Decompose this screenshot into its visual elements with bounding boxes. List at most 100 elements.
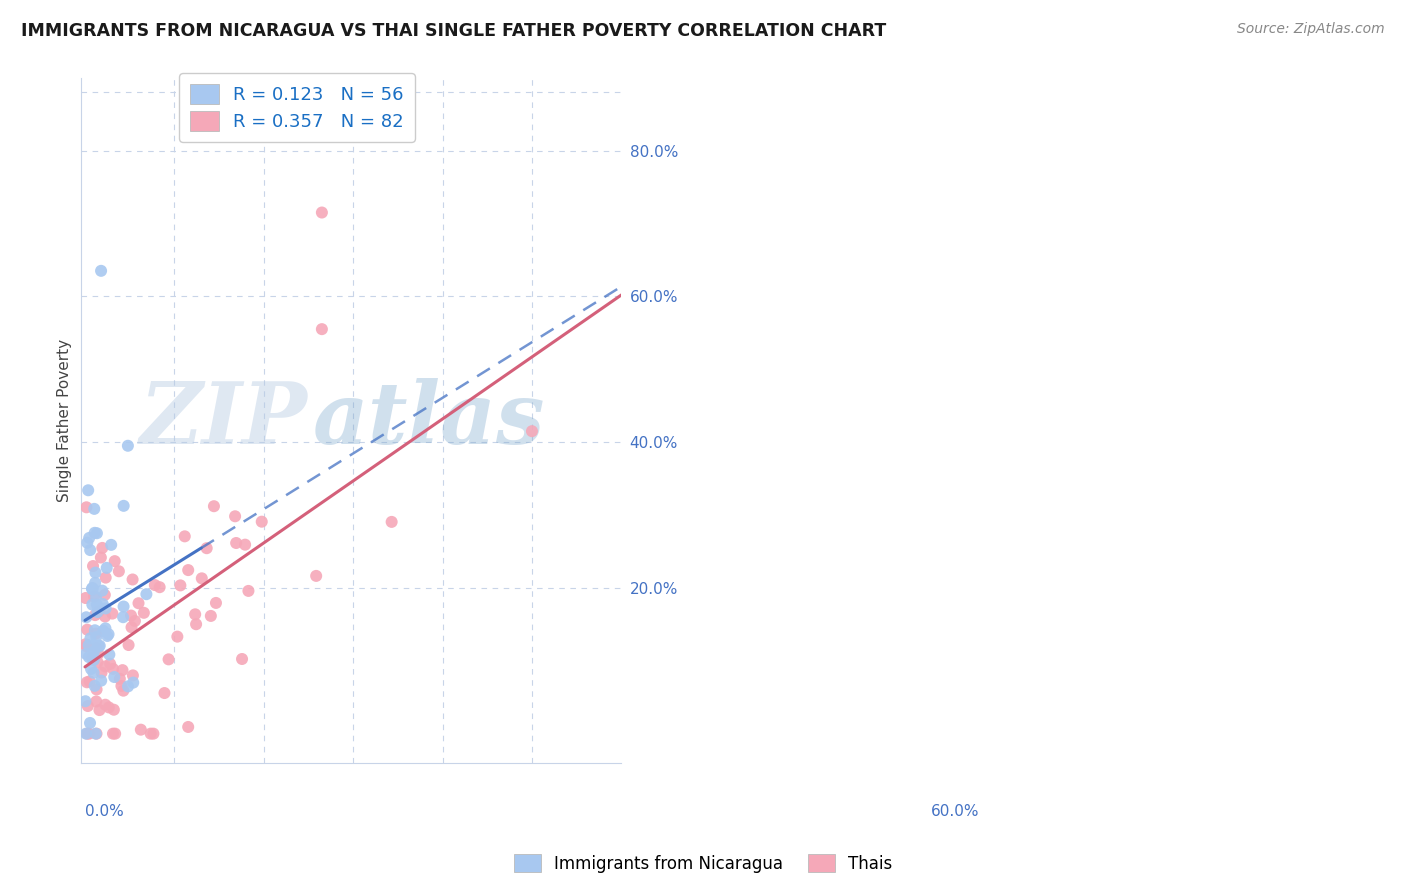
Text: 60.0%: 60.0% <box>931 804 979 819</box>
Point <box>122 668 145 682</box>
Point <box>169 578 191 592</box>
Text: IMMIGRANTS FROM NICARAGUA VS THAI SINGLE FATHER POVERTY CORRELATION CHART: IMMIGRANTS FROM NICARAGUA VS THAI SINGLE… <box>21 22 886 40</box>
Point <box>79 716 101 731</box>
Point <box>82 559 104 574</box>
Point <box>97 627 120 641</box>
Point <box>153 686 176 700</box>
Point <box>80 662 103 676</box>
Point <box>132 606 155 620</box>
Point <box>75 500 97 515</box>
Point <box>191 571 214 585</box>
Point <box>80 582 103 596</box>
Point <box>520 424 543 438</box>
Point <box>103 670 125 684</box>
Point <box>117 638 139 652</box>
Point <box>103 703 125 717</box>
Point <box>117 439 139 453</box>
Point <box>83 525 105 540</box>
Point <box>76 726 98 740</box>
Point <box>83 653 105 667</box>
Point <box>91 624 114 638</box>
Point <box>94 588 117 602</box>
Point <box>101 726 124 740</box>
Point <box>184 617 207 632</box>
Point <box>94 609 117 624</box>
Point <box>135 587 157 601</box>
Point <box>84 694 107 708</box>
Point <box>90 665 112 680</box>
Point <box>139 726 162 740</box>
Point <box>86 526 108 541</box>
Point <box>142 726 165 740</box>
Point <box>202 499 225 513</box>
Point <box>120 608 142 623</box>
Point <box>122 675 145 690</box>
Point <box>94 659 117 673</box>
Point <box>87 604 110 618</box>
Point <box>84 726 107 740</box>
Point <box>86 655 108 669</box>
Point <box>89 639 111 653</box>
Point <box>86 726 108 740</box>
Point <box>100 538 122 552</box>
Point <box>86 641 108 656</box>
Point <box>75 694 97 708</box>
Point <box>84 575 107 590</box>
Text: 0.0%: 0.0% <box>84 804 124 819</box>
Point <box>84 630 107 644</box>
Point <box>94 621 117 635</box>
Point <box>90 550 112 565</box>
Legend: Immigrants from Nicaragua, Thais: Immigrants from Nicaragua, Thais <box>508 847 898 880</box>
Point <box>128 596 150 610</box>
Point <box>104 554 127 568</box>
Point <box>108 564 131 578</box>
Point <box>129 723 152 737</box>
Point <box>149 580 172 594</box>
Point <box>124 614 146 628</box>
Point <box>98 648 121 662</box>
Point <box>224 509 246 524</box>
Point <box>381 515 404 529</box>
Point <box>87 640 110 654</box>
Point <box>225 536 247 550</box>
Point <box>87 639 110 653</box>
Point <box>83 665 105 680</box>
Point <box>89 703 111 717</box>
Point <box>143 578 166 592</box>
Point <box>83 590 105 604</box>
Point <box>91 541 114 555</box>
Point <box>94 571 117 585</box>
Point <box>83 501 105 516</box>
Point <box>238 583 260 598</box>
Point <box>101 607 124 621</box>
Point <box>82 647 104 661</box>
Point <box>83 624 105 638</box>
Point <box>121 620 143 634</box>
Point <box>76 535 98 549</box>
Point <box>82 581 104 595</box>
Point <box>97 700 120 714</box>
Point <box>75 726 97 740</box>
Text: atlas: atlas <box>314 378 546 462</box>
Point <box>79 543 101 558</box>
Point <box>79 632 101 646</box>
Point <box>77 650 100 665</box>
Point <box>83 679 105 693</box>
Point <box>311 322 333 336</box>
Point <box>77 531 100 545</box>
Point <box>87 647 110 661</box>
Point <box>121 573 143 587</box>
Point <box>177 720 200 734</box>
Point <box>84 626 107 640</box>
Point <box>166 630 188 644</box>
Point <box>305 569 328 583</box>
Point <box>80 650 103 665</box>
Point <box>184 607 207 622</box>
Point <box>195 541 218 556</box>
Point <box>75 610 97 624</box>
Text: ZIP: ZIP <box>139 378 308 462</box>
Point <box>90 264 112 278</box>
Point <box>111 663 134 677</box>
Point <box>77 638 100 652</box>
Point <box>76 699 98 714</box>
